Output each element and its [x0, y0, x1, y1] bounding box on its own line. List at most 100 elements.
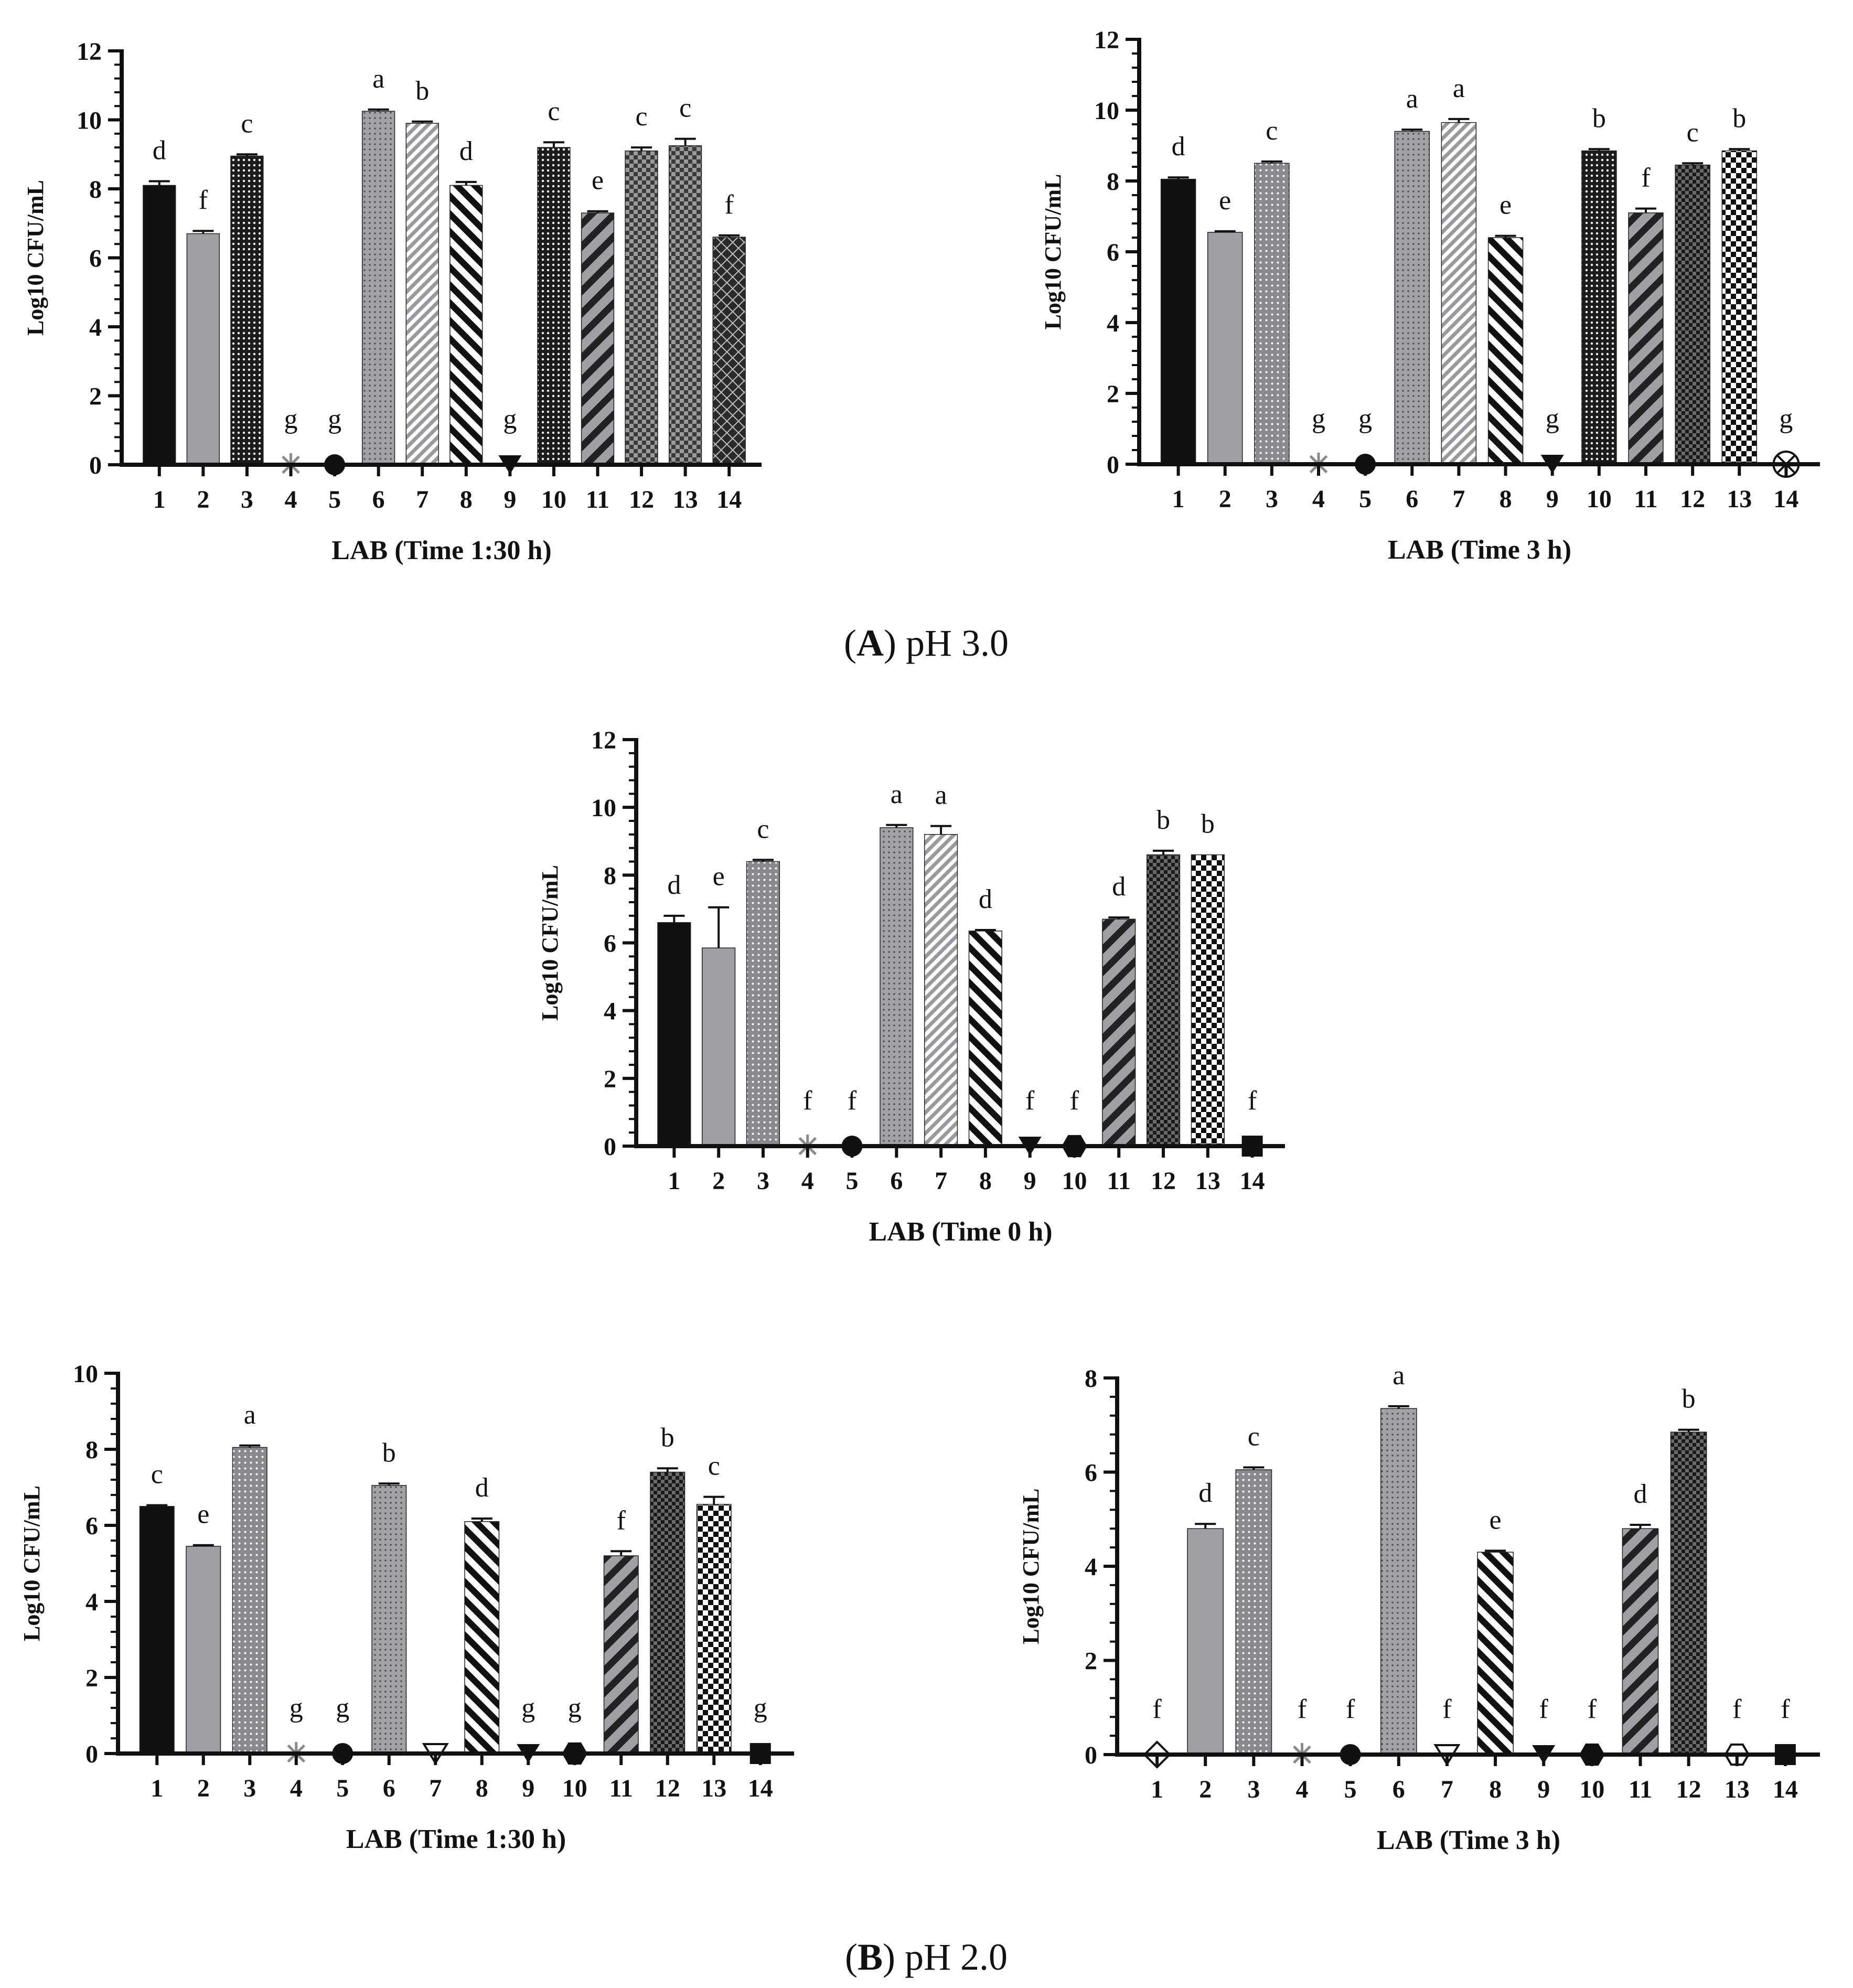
bar [880, 827, 914, 1147]
bar [1441, 122, 1477, 465]
x-tick-label: 13 [1727, 485, 1752, 513]
significance-letter: g [521, 1693, 535, 1723]
x-tick-label: 8 [1489, 1776, 1502, 1803]
significance-letter: e [713, 862, 725, 892]
chart-top-right: d 1 e 2 c 3 g 4 g 5 a 6 a 7 e 8 g 9 b 10 f 11 c 12 b 13 g 14 0 2 4 6 8 10… [1040, 26, 1820, 565]
x-axis-title: LAB (Time 3 h) [1388, 535, 1571, 565]
x-tick-label: 2 [1199, 1776, 1212, 1803]
bar [143, 185, 176, 465]
y-tick-label: 2 [89, 383, 102, 411]
chart-top-left: d 1 f 2 c 3 g 4 g 5 a 6 b 7 d 8 g 9 c 10 e 11 c 12 c 13 f 14 0 2 4 6 8 10… [23, 38, 762, 565]
x-tick-label: 10 [1579, 1776, 1604, 1803]
y-tick-label: 0 [604, 1133, 616, 1161]
y-tick-label: 6 [89, 245, 102, 273]
significance-letter: a [372, 64, 384, 94]
x-tick-label: 4 [801, 1167, 814, 1195]
x-tick-label: 10 [1587, 485, 1612, 513]
x-tick-label: 4 [285, 486, 297, 514]
bar [746, 861, 780, 1147]
significance-letter: f [1298, 1694, 1307, 1724]
x-tick-label: 1 [153, 486, 166, 514]
bar [464, 1521, 500, 1754]
significance-letter: a [1406, 84, 1418, 114]
y-tick-label: 0 [1107, 451, 1119, 479]
significance-letter: g [568, 1693, 582, 1723]
y-tick-label: 12 [77, 38, 102, 66]
significance-letter: c [636, 102, 648, 132]
significance-letter: c [1248, 1422, 1260, 1452]
bar [1191, 854, 1225, 1147]
significance-letter: f [1539, 1694, 1549, 1724]
significance-letter: f [1781, 1694, 1790, 1724]
y-tick-label: 4 [89, 314, 102, 341]
bar [1487, 237, 1524, 465]
x-tick-label: 12 [1151, 1167, 1176, 1195]
bar [968, 931, 1002, 1147]
significance-letter: g [754, 1693, 767, 1723]
significance-letter: c [1266, 116, 1278, 146]
x-axis-title: LAB (Time 1:30 h) [331, 536, 551, 565]
x-tick-label: 2 [1219, 485, 1231, 513]
significance-letter: a [891, 779, 903, 809]
bar [657, 922, 691, 1147]
bar [625, 150, 658, 465]
y-tick-label: 2 [85, 1664, 98, 1692]
bar [1477, 1552, 1514, 1755]
significance-letter: f [848, 1086, 857, 1116]
significance-letter: e [1490, 1505, 1502, 1535]
x-tick-label: 5 [328, 486, 341, 514]
significance-letter: f [803, 1086, 812, 1116]
y-axis-title: Log10 CFU/mL [1018, 1489, 1044, 1644]
x-tick-label: 1 [151, 1775, 163, 1802]
x-tick-label: 1 [668, 1167, 680, 1195]
x-tick-label: 11 [1634, 485, 1657, 513]
significance-letter: f [1152, 1694, 1162, 1724]
y-tick-label: 2 [1085, 1648, 1097, 1675]
y-tick-label: 8 [1085, 1365, 1097, 1393]
x-tick-label: 11 [1629, 1776, 1652, 1803]
x-tick-label: 14 [1773, 485, 1798, 513]
bar [603, 1555, 639, 1754]
y-tick-label: 0 [85, 1740, 98, 1768]
x-tick-label: 9 [1537, 1776, 1550, 1803]
y-tick-label: 0 [1085, 1741, 1097, 1769]
x-tick-label: 1 [1172, 485, 1185, 513]
y-tick-label: 4 [604, 998, 616, 1025]
caption-text: pH 3.0 [905, 622, 1009, 664]
x-tick-label: 10 [1062, 1167, 1087, 1195]
significance-letter: g [336, 1693, 349, 1723]
x-tick-label: 7 [1452, 485, 1465, 513]
y-tick-label: 12 [1094, 26, 1119, 54]
y-tick-label: 6 [1085, 1459, 1097, 1487]
significance-letter: f [1346, 1694, 1355, 1724]
significance-letter: f [1248, 1086, 1257, 1116]
x-tick-label: 7 [1441, 1776, 1453, 1803]
bar [581, 212, 615, 465]
bar [696, 1504, 732, 1754]
chart-bottom-right: f 1 d 2 c 3 f 4 f 5 a 6 f 7 e 8 f 9 f 10 d 11 b 12 f 13 f 14 0 2 4 6 8 LA… [1018, 1361, 1820, 1855]
x-tick-label: 12 [629, 486, 654, 514]
significance-letter: e [1219, 186, 1231, 216]
caption-text: pH 2.0 [905, 1936, 1008, 1978]
significance-letter: d [1172, 132, 1185, 162]
x-tick-label: 2 [197, 1775, 210, 1802]
bar [186, 1546, 221, 1754]
x-tick-label: 9 [522, 1775, 534, 1802]
significance-letter: b [415, 76, 429, 106]
bar [361, 111, 395, 465]
y-tick-label: 8 [89, 176, 102, 204]
bar [230, 155, 264, 465]
bar [1721, 150, 1758, 465]
significance-letter: c [548, 97, 560, 126]
chart-middle: d 1 e 2 c 3 f 4 f 5 a 6 a 7 d 8 f 9 f 10 d 11 b 12 b 13 f 14 0 2 4 6 8 10… [537, 726, 1285, 1247]
bar [1187, 1528, 1224, 1755]
significance-letter: d [459, 136, 473, 166]
y-axis-title: Log10 CFU/mL [23, 180, 48, 336]
x-tick-label: 5 [336, 1775, 349, 1802]
x-tick-label: 13 [701, 1775, 726, 1802]
significance-letter: f [725, 190, 734, 220]
significance-letter: f [1025, 1086, 1035, 1116]
bar [702, 947, 736, 1147]
significance-letter: e [197, 1500, 209, 1530]
